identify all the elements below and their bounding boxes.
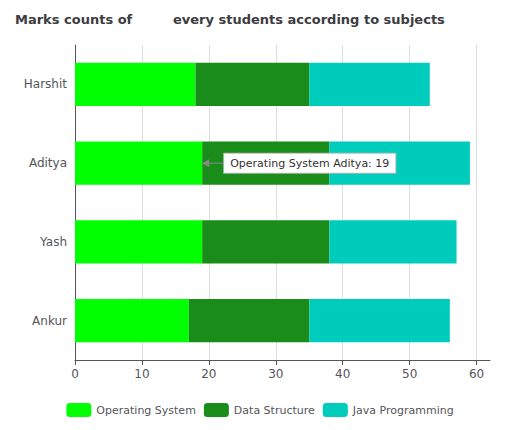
svg-text:20: 20 (201, 367, 216, 381)
svg-text:0: 0 (71, 367, 79, 381)
svg-text:50: 50 (402, 367, 417, 381)
svg-text:Operating System: Operating System (96, 404, 196, 417)
svg-text:30: 30 (268, 367, 283, 381)
svg-text:Harshit: Harshit (24, 77, 68, 91)
svg-text:Java Programming: Java Programming (352, 404, 454, 417)
svg-text:Ankur: Ankur (32, 314, 67, 328)
svg-text:Data Structure: Data Structure (234, 404, 315, 417)
svg-text:Marks counts of every: Marks counts of every students according… (15, 12, 445, 27)
svg-text:Operating System Aditya: 19: Operating System Aditya: 19 (230, 157, 389, 170)
svg-text:60: 60 (469, 367, 484, 381)
svg-text:10: 10 (134, 367, 149, 381)
svg-text:40: 40 (335, 367, 350, 381)
svg-text:Aditya: Aditya (29, 156, 67, 170)
svg-text:Yash: Yash (39, 235, 67, 249)
